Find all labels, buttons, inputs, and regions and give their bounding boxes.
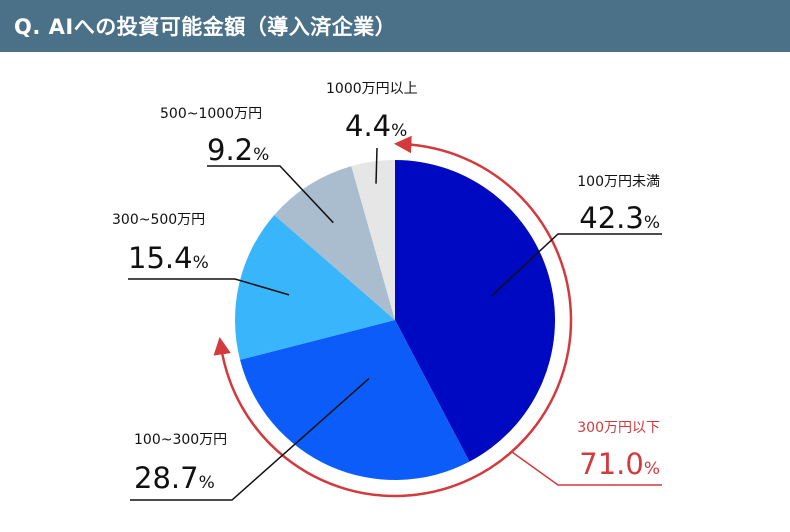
annotation-label: 300万円以下 bbox=[577, 420, 660, 436]
slice-unit: % bbox=[644, 213, 660, 233]
slice-label: 1000万円以上 bbox=[326, 81, 418, 97]
annotation-arc-path bbox=[213, 135, 573, 498]
slice-value: 9.2% bbox=[207, 133, 269, 167]
leader-line bbox=[207, 165, 334, 224]
slice-unit: % bbox=[253, 145, 269, 165]
slice-label: 500~1000万円 bbox=[160, 106, 262, 122]
pie-slice bbox=[240, 320, 470, 480]
slice-unit: % bbox=[391, 121, 407, 141]
annotation-value: 71.0% bbox=[579, 447, 660, 481]
pie-slice bbox=[395, 160, 556, 462]
slice-value: 15.4% bbox=[128, 241, 209, 275]
slice-unit: % bbox=[193, 253, 209, 273]
page-title: Q. AIへの投資可能金額（導入済企業） bbox=[14, 15, 397, 39]
slice-unit: % bbox=[199, 473, 215, 493]
leader-line bbox=[375, 147, 378, 184]
leader-line bbox=[128, 278, 290, 296]
pie-slices bbox=[235, 160, 556, 480]
slice-label: 300~500万円 bbox=[112, 212, 205, 228]
leader-line bbox=[130, 377, 370, 501]
annotation-leader bbox=[511, 451, 662, 486]
slice-value: 42.3% bbox=[579, 201, 660, 235]
slice-label: 100~300万円 bbox=[134, 432, 227, 448]
slice-value: 4.4% bbox=[345, 109, 407, 143]
annotation-arc bbox=[213, 135, 573, 498]
title-bar: Q. AIへの投資可能金額（導入済企業） bbox=[0, 0, 790, 52]
leader-line bbox=[490, 233, 662, 297]
slice-label: 100万円未満 bbox=[577, 174, 660, 190]
annotation-unit: % bbox=[644, 459, 660, 479]
slice-value: 28.7% bbox=[134, 461, 215, 495]
